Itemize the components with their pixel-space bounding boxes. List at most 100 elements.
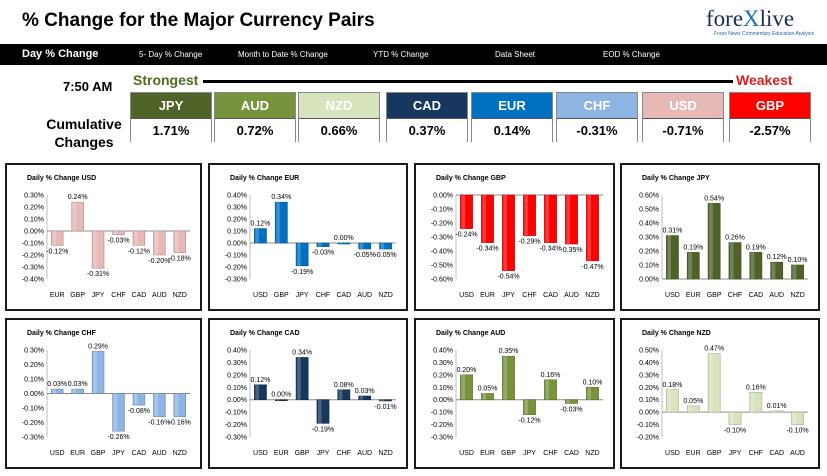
- category-label: USD: [459, 292, 474, 299]
- category-label: AUD: [152, 292, 167, 299]
- y-tick-label: -0.10%: [431, 410, 453, 417]
- y-tick-label: -0.30%: [431, 435, 453, 442]
- category-label: JPY: [112, 450, 125, 457]
- bar-highlight: [297, 357, 301, 400]
- bar: [316, 242, 330, 247]
- time-stamp: 7:50 AM: [63, 79, 113, 94]
- bar: [337, 389, 351, 401]
- data-label: 0.05%: [683, 398, 703, 405]
- tile-aud: AUD 0.72%: [214, 92, 296, 142]
- y-tick-label: 0.50%: [639, 207, 659, 214]
- tile-value: 0.66%: [299, 119, 379, 142]
- bar-chart-0: Daily % Change USD 0.30% 0.20% 0.10% 0.00% -0…: [22, 175, 191, 299]
- tile-currency: USD: [643, 93, 723, 119]
- y-tick-label: 0.10%: [24, 377, 44, 384]
- category-label: AUD: [769, 292, 784, 299]
- tab-eod-change[interactable]: EOD % Change: [603, 50, 660, 59]
- bar-highlight: [359, 243, 364, 249]
- data-label: -0.35%: [560, 247, 582, 254]
- bar: [791, 411, 804, 425]
- data-label: -0.08%: [128, 408, 150, 415]
- y-tick-label: -0.10%: [22, 406, 44, 413]
- y-tick-label: 0.20%: [639, 249, 659, 256]
- data-label: 0.47%: [704, 346, 724, 353]
- category-label: CAD: [336, 292, 351, 299]
- chart-panel-usd: Daily % Change USD 0.30% 0.20% 0.10% 0.00% -0…: [5, 163, 202, 311]
- page-title: % Change for the Major Currency Pairs: [22, 10, 375, 31]
- category-label: AUD: [564, 292, 579, 299]
- bar: [173, 230, 187, 253]
- category-label: USD: [665, 450, 680, 457]
- y-tick-label: 0.40%: [227, 348, 247, 355]
- tile-value: -2.57%: [730, 119, 810, 142]
- y-tick-label: -0.20%: [637, 435, 659, 442]
- tile-eur: EUR 0.14%: [471, 92, 553, 142]
- bar-highlight: [276, 399, 280, 401]
- chart-title: Daily % Change JPY: [642, 175, 710, 182]
- data-label: -0.10%: [786, 428, 808, 435]
- y-tick-label: -0.40%: [431, 249, 453, 256]
- tab-5-day-change[interactable]: 5- Day % Change: [139, 50, 203, 59]
- bar-chart-5: Daily % Change CAD0.40%0.30%0.20%0.10%0.…: [225, 330, 397, 457]
- logo-text-part2: live: [759, 6, 795, 31]
- bar: [707, 353, 721, 413]
- tile-nzd: NZD 0.66%: [298, 92, 380, 142]
- cumulative-label-line1: Cumulative: [46, 116, 122, 132]
- bar-highlight: [524, 399, 529, 415]
- bar-highlight: [482, 195, 487, 243]
- y-tick-label: -0.30%: [225, 277, 247, 284]
- category-label: EUR: [70, 450, 85, 457]
- bar: [666, 235, 679, 280]
- weakest-label: Weakest: [736, 72, 793, 88]
- data-label: 0.10%: [788, 257, 808, 264]
- bar-highlight: [297, 243, 301, 266]
- bar: [112, 393, 125, 432]
- bar-highlight: [709, 203, 713, 279]
- bar: [295, 357, 309, 401]
- data-label: 0.08%: [334, 382, 354, 389]
- tab-ytd-change[interactable]: YTD % Change: [373, 50, 429, 59]
- category-label: EUR: [480, 450, 495, 457]
- y-tick-label: -0.60%: [431, 277, 453, 284]
- bar: [254, 384, 267, 401]
- bar: [91, 351, 105, 394]
- category-label: CHF: [522, 292, 536, 299]
- bar-highlight: [338, 243, 343, 244]
- bar-highlight: [709, 353, 713, 413]
- y-tick-label: 0.20%: [639, 385, 659, 392]
- category-label: JPY: [296, 292, 309, 299]
- bar-chart-1: Daily % Change EUR0.40%0.30%0.20%0.10%0.…: [225, 175, 397, 299]
- bar-highlight: [113, 393, 118, 432]
- bar-highlight: [317, 399, 322, 424]
- tab-data-sheet[interactable]: Data Sheet: [495, 50, 536, 59]
- bar: [358, 395, 372, 401]
- tab-day-change[interactable]: Day % Change: [22, 48, 99, 60]
- bar: [481, 393, 494, 401]
- bar-highlight: [688, 252, 692, 279]
- y-tick-label: -0.10%: [431, 207, 453, 214]
- category-label: JPY: [729, 450, 742, 457]
- tab-month-to-date-change[interactable]: Month to Date % Change: [238, 50, 328, 59]
- bar-chart-6: Daily % Change AUD 0.40% 0.30% 0.20% 0.10% 0.…: [431, 330, 603, 457]
- data-label: 0.01%: [767, 403, 787, 410]
- y-tick-label: -0.10%: [637, 422, 659, 429]
- data-label: 0.16%: [746, 384, 766, 391]
- bar-highlight: [750, 252, 755, 279]
- y-tick-label: -0.40%: [22, 277, 44, 284]
- bar: [50, 230, 64, 246]
- tile-jpy: JPY 1.71%: [130, 92, 212, 142]
- bar: [460, 374, 473, 401]
- y-tick-label: 0.30%: [24, 193, 44, 200]
- bar-highlight: [524, 195, 529, 236]
- bar: [71, 388, 84, 394]
- bar-highlight: [380, 399, 385, 401]
- bar: [502, 355, 515, 401]
- chart-panel-chf: Daily % Change CHF 0.30% 0.20% 0.10% 0.00% -0…: [5, 318, 202, 469]
- y-tick-label: 0.30%: [227, 205, 247, 212]
- tile-value: 0.37%: [387, 119, 467, 142]
- y-tick-label: 0.10%: [639, 397, 659, 404]
- data-label: -0.34%: [476, 246, 498, 253]
- forexlive-logo[interactable]: foreXlive Forex News Commentary Educatio…: [706, 6, 818, 40]
- category-label: NZD: [173, 292, 187, 299]
- bar: [770, 261, 784, 280]
